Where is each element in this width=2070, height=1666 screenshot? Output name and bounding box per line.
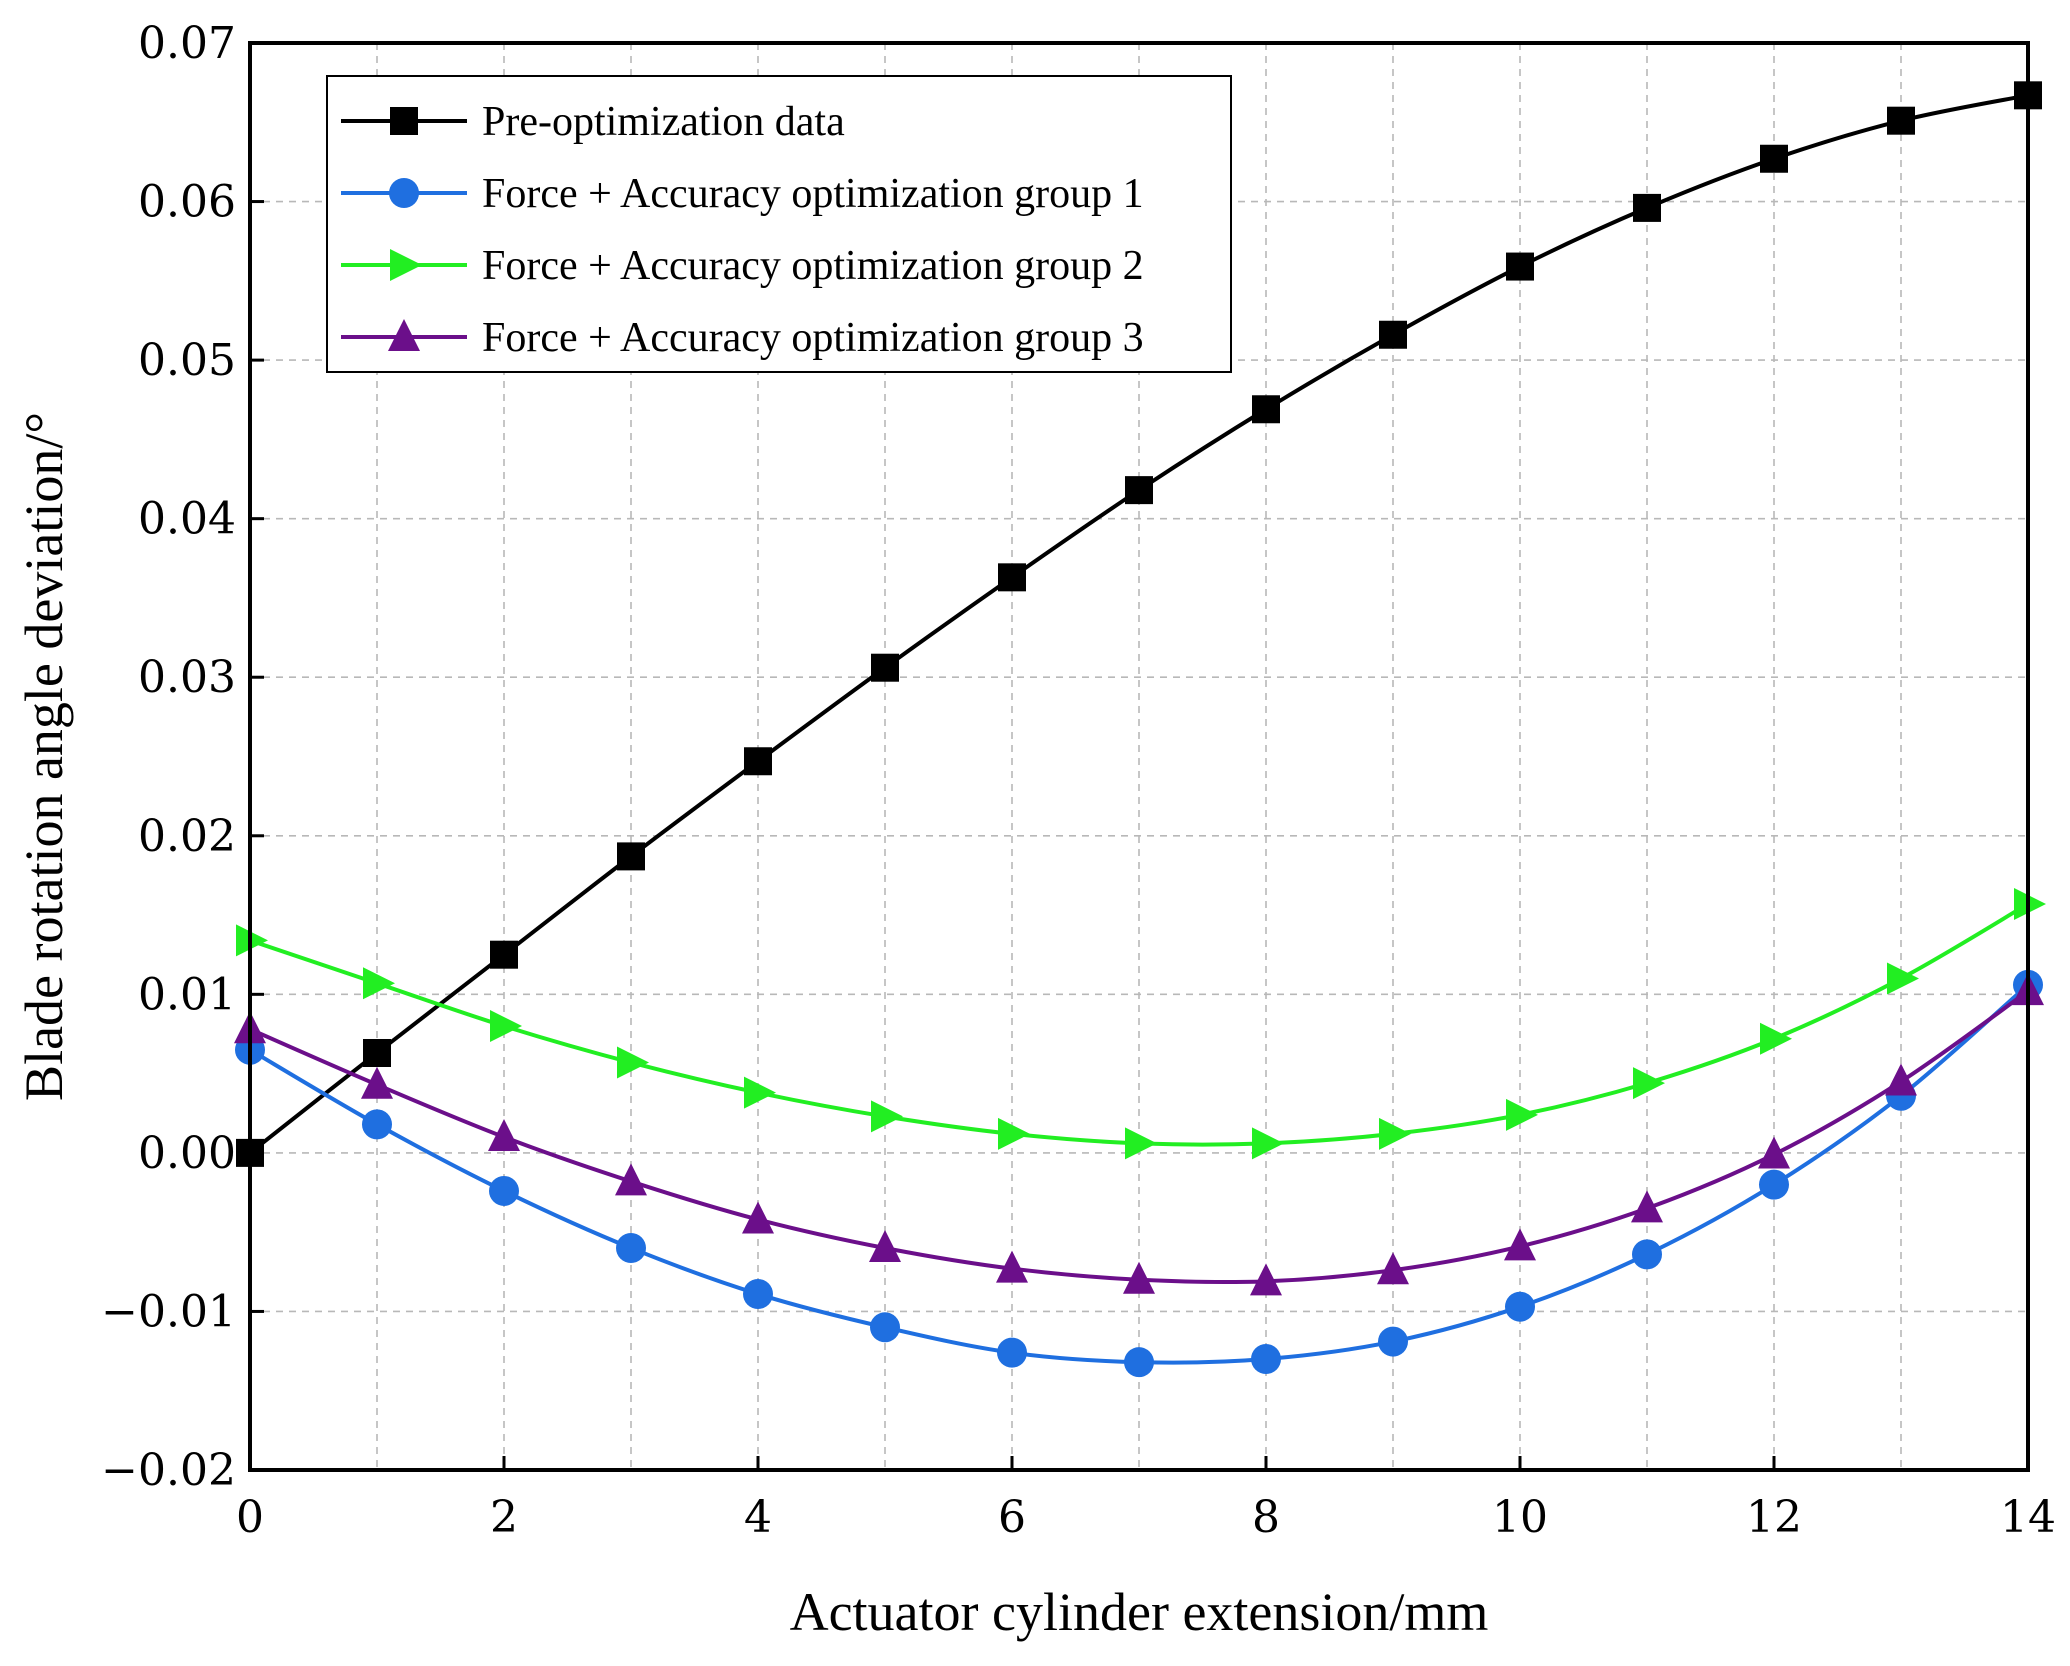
data-point — [871, 653, 899, 682]
plot-frame — [248, 41, 2030, 1472]
data-point — [998, 1117, 1030, 1150]
y-tick-label: −0.01 — [101, 1286, 236, 1337]
axis-ticks: 0 2 4 6 8 10 12 14 −0.02 −0.01 0.00 0.01 0.02 0.03 0.0… — [101, 18, 2056, 1543]
data-point — [1506, 252, 1534, 281]
data-point — [1123, 1261, 1155, 1294]
x-tick-label: 0 — [236, 1492, 264, 1543]
legend-item: Force + Accuracy optimization group 3 — [341, 315, 1144, 361]
y-tick-label: 0.00 — [138, 1128, 236, 1179]
y-tick-label: 0.03 — [138, 652, 236, 703]
data-point — [742, 1201, 774, 1234]
data-point — [616, 1233, 646, 1264]
data-point — [362, 1109, 392, 1140]
data-point — [489, 1175, 519, 1206]
data-point — [1633, 193, 1661, 222]
data-point — [363, 1038, 391, 1067]
data-point — [617, 1046, 649, 1079]
data-point — [1252, 1127, 1284, 1160]
x-tick-label: 12 — [1746, 1492, 1802, 1543]
legend-marker — [390, 107, 418, 135]
data-point — [1378, 1326, 1408, 1357]
data-point — [1632, 1239, 1662, 1270]
data-point — [1887, 962, 1919, 995]
y-tick-label: 0.02 — [138, 811, 236, 862]
legend-box — [326, 75, 1232, 373]
legend-item: Force + Accuracy optimization group 1 — [341, 171, 1144, 217]
data-point — [1379, 1117, 1411, 1150]
legend-label: Pre-optimization data — [482, 99, 845, 145]
x-tick-label: 10 — [1492, 1492, 1548, 1543]
data-point — [1506, 1098, 1538, 1131]
legend-label: Force + Accuracy optimization group 3 — [482, 315, 1144, 361]
legend-marker — [389, 178, 419, 208]
legend: Pre-optimization data Force + Accuracy op… — [326, 75, 1232, 373]
y-tick-label: 0.06 — [138, 177, 236, 228]
legend-marker — [388, 319, 420, 351]
x-tick-label: 2 — [490, 1492, 518, 1543]
y-tick-label: 0.07 — [138, 18, 236, 69]
data-point — [1125, 476, 1153, 505]
data-point — [1760, 1022, 1792, 1055]
data-point — [1505, 1291, 1535, 1322]
y-axis-title: Blade rotation angle deviation/° — [14, 412, 74, 1101]
legend-item: Pre-optimization data — [341, 99, 845, 145]
data-point — [1885, 1063, 1917, 1096]
y-tick-label: −0.02 — [101, 1445, 236, 1496]
data-point — [1252, 395, 1280, 424]
data-point — [1633, 1067, 1665, 1100]
x-tick-label: 4 — [744, 1492, 772, 1543]
x-tick-label: 6 — [998, 1492, 1026, 1543]
data-point — [1377, 1252, 1409, 1285]
data-point — [1504, 1228, 1536, 1261]
x-axis-title: Actuator cylinder extension/mm — [790, 1582, 1489, 1642]
data-point — [996, 1250, 1028, 1283]
data-point — [488, 1119, 520, 1152]
data-point — [998, 563, 1026, 592]
data-point — [1887, 106, 1915, 135]
data-point — [363, 967, 395, 1000]
data-point — [1250, 1263, 1282, 1296]
data-point — [490, 1010, 522, 1043]
data-point — [615, 1163, 647, 1196]
data-point — [869, 1230, 901, 1263]
data-point — [1631, 1190, 1663, 1223]
data-point — [490, 940, 518, 969]
y-tick-label: 0.04 — [138, 494, 236, 545]
data-point — [744, 1076, 776, 1109]
data-point — [1379, 320, 1407, 349]
data-point — [617, 842, 645, 871]
y-tick-label: 0.05 — [138, 335, 236, 386]
x-tick-label: 8 — [1252, 1492, 1280, 1543]
data-point — [1125, 1127, 1157, 1160]
series-4 — [234, 973, 2044, 1296]
legend-item: Force + Accuracy optimization group 2 — [341, 243, 1144, 289]
data-point — [997, 1337, 1027, 1368]
legend-marker — [390, 249, 422, 281]
data-point — [1251, 1344, 1281, 1375]
series-layer — [234, 81, 2046, 1378]
y-tick-label: 0.01 — [138, 969, 236, 1020]
data-point — [1758, 1136, 1790, 1169]
data-point — [744, 747, 772, 776]
data-point — [871, 1100, 903, 1133]
data-point — [870, 1312, 900, 1343]
legend-label: Force + Accuracy optimization group 2 — [482, 243, 1144, 289]
data-point — [1124, 1347, 1154, 1378]
data-point — [361, 1066, 393, 1099]
data-point — [743, 1279, 773, 1310]
data-point — [1760, 144, 1788, 173]
x-tick-label: 14 — [2000, 1492, 2056, 1543]
series-1 — [236, 81, 2042, 1167]
legend-label: Force + Accuracy optimization group 1 — [482, 171, 1144, 217]
data-point — [1759, 1169, 1789, 1200]
